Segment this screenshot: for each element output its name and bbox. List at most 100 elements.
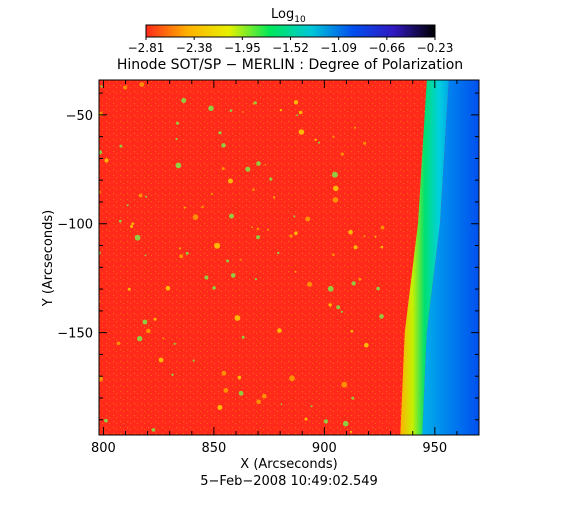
magnetic-feature <box>104 158 109 163</box>
magnetic-feature <box>252 102 255 105</box>
magnetic-feature <box>217 405 223 410</box>
magnetic-feature <box>151 428 156 432</box>
magnetic-feature <box>229 109 233 112</box>
y-axis-label: Y (Arcseconds) <box>41 210 56 307</box>
x-tick-label: 900 <box>312 441 337 456</box>
magnetic-feature <box>175 137 178 141</box>
x-tick-label: 950 <box>422 441 447 456</box>
magnetic-feature <box>99 190 102 194</box>
magnetic-feature <box>119 144 123 148</box>
magnetic-feature <box>185 251 189 255</box>
magnetic-feature <box>264 163 267 166</box>
magnetic-feature <box>245 166 251 172</box>
magnetic-feature <box>100 85 103 88</box>
colorbar-ticks: −2.81 −2.38 −1.95 −1.52 −1.09 −0.66 −0.23 <box>128 37 453 55</box>
magnetic-feature <box>104 418 108 423</box>
magnetic-feature <box>296 114 299 117</box>
magnetic-feature <box>293 215 296 218</box>
magnetic-feature <box>364 342 369 348</box>
magnetic-feature <box>134 234 141 241</box>
magnetic-feature <box>138 193 143 198</box>
magnetic-feature <box>175 162 182 169</box>
colorbar-tick-label: −0.66 <box>368 41 405 55</box>
plot-frame <box>98 79 480 436</box>
magnetic-feature <box>165 285 171 291</box>
magnetic-feature <box>307 281 313 287</box>
magnetic-feature <box>226 259 230 263</box>
magnetic-feature <box>256 161 261 166</box>
magnetic-feature <box>289 375 295 382</box>
magnetic-feature <box>332 135 335 138</box>
magnetic-feature <box>239 258 242 261</box>
magnetic-feature <box>279 109 283 112</box>
magnetic-feature <box>137 335 143 342</box>
magnetic-feature <box>336 305 341 310</box>
magnetic-feature <box>118 219 122 223</box>
magnetic-feature <box>126 204 129 207</box>
magnetic-feature <box>266 228 270 231</box>
magnetic-feature <box>304 417 308 421</box>
colorbar-tick-label: −1.52 <box>272 41 309 55</box>
magnetic-feature <box>332 171 338 178</box>
magnetic-feature <box>317 141 320 144</box>
heatmap-image <box>99 80 479 435</box>
magnetic-feature <box>130 225 134 228</box>
magnetic-feature <box>139 82 145 87</box>
magnetic-features <box>99 82 385 433</box>
magnetic-feature <box>340 152 344 156</box>
y-tick-label: −50 <box>66 109 93 124</box>
magnetic-feature <box>223 388 229 393</box>
magnetic-feature <box>273 196 276 199</box>
magnetic-feature <box>293 100 299 105</box>
magnetic-feature <box>277 251 280 255</box>
magnetic-feature <box>123 85 128 90</box>
magnetic-feature <box>242 111 245 113</box>
magnetic-feature <box>214 242 221 249</box>
magnetic-feature <box>256 227 260 231</box>
colorbar-label: Log10 <box>271 7 306 25</box>
magnetic-feature <box>341 381 348 388</box>
y-tick-label: −100 <box>57 218 93 233</box>
magnetic-feature <box>310 405 313 408</box>
magnetic-feature <box>353 126 357 129</box>
magnetic-feature <box>228 178 233 184</box>
magnetic-feature <box>353 245 358 250</box>
magnetic-feature <box>328 303 332 307</box>
magnetic-feature <box>238 390 244 396</box>
magnetic-feature <box>158 357 164 363</box>
magnetic-feature <box>218 131 222 135</box>
magnetic-feature <box>323 419 328 424</box>
magnetic-feature <box>305 216 311 222</box>
magnetic-feature <box>340 310 343 313</box>
magnetic-feature <box>298 129 305 135</box>
magnetic-feature <box>363 141 367 145</box>
magnetic-feature <box>348 229 353 235</box>
colorbar-tick-label: −1.95 <box>224 41 261 55</box>
magnetic-feature <box>212 286 216 290</box>
magnetic-feature <box>127 287 131 291</box>
magnetic-feature <box>221 370 227 376</box>
y-axis: −50 −100 −150 <box>57 92 479 421</box>
magnetic-feature <box>142 319 148 325</box>
magnetic-feature <box>351 281 356 286</box>
magnetic-feature <box>144 254 147 257</box>
magnetic-feature <box>350 329 354 333</box>
magnetic-feature <box>280 403 283 406</box>
magnetic-feature <box>204 275 209 280</box>
magnetic-feature <box>210 192 214 196</box>
magnetic-feature <box>221 143 226 148</box>
x-tick-label: 850 <box>201 441 226 456</box>
magnetic-feature <box>342 420 349 427</box>
magnetic-feature <box>332 197 339 203</box>
magnetic-feature <box>256 235 260 240</box>
magnetic-feature <box>298 110 303 115</box>
magnetic-feature <box>116 341 121 346</box>
limb-band <box>400 80 449 435</box>
colorbar <box>145 24 436 38</box>
magnetic-feature <box>332 253 335 256</box>
off-limb-region <box>422 80 479 435</box>
magnetic-feature <box>153 317 157 321</box>
magnetic-feature <box>99 150 103 155</box>
magnetic-feature <box>289 234 293 238</box>
magnetic-feature <box>181 98 187 103</box>
